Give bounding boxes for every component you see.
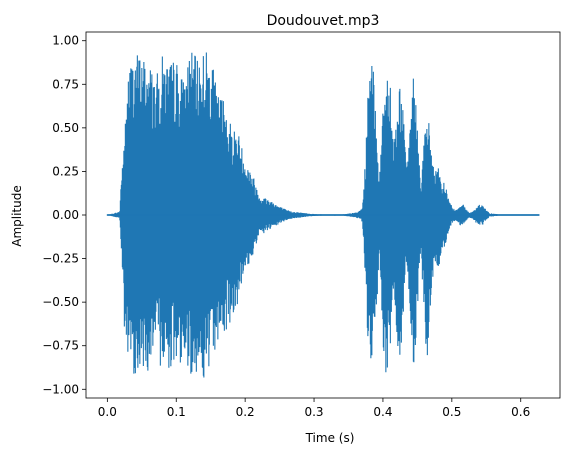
x-tick-label: 0.6 [511, 405, 530, 419]
x-tick-label: 0.5 [442, 405, 461, 419]
y-tick-label: −1.00 [42, 382, 79, 396]
x-axis: 0.0 0.1 0.2 0.3 0.4 0.5 0.6 [98, 398, 530, 419]
y-axis-title: Amplitude [10, 185, 24, 247]
y-tick-label: 0.50 [52, 121, 79, 135]
chart-title: Doudouvet.mp3 [267, 13, 380, 29]
plot-area [106, 52, 540, 378]
x-tick-label: 0.4 [373, 405, 392, 419]
y-tick-label: −0.50 [42, 295, 79, 309]
x-tick-label: 0.0 [98, 405, 117, 419]
x-tick-label: 0.3 [304, 405, 323, 419]
y-tick-label: 0.00 [52, 208, 79, 222]
y-axis: 1.00 0.75 0.50 0.25 0.00 −0.25 −0.50 −0.75 −1.00 [42, 34, 86, 396]
y-tick-label: −0.75 [42, 339, 79, 353]
y-tick-label: −0.25 [42, 252, 79, 266]
x-tick-label: 0.2 [236, 405, 255, 419]
y-tick-label: 1.00 [52, 34, 79, 48]
x-axis-title: Time (s) [305, 431, 355, 445]
y-tick-label: 0.25 [52, 164, 79, 178]
x-tick-label: 0.1 [167, 405, 186, 419]
y-tick-label: 0.75 [52, 77, 79, 91]
plot-frame [85, 31, 561, 399]
